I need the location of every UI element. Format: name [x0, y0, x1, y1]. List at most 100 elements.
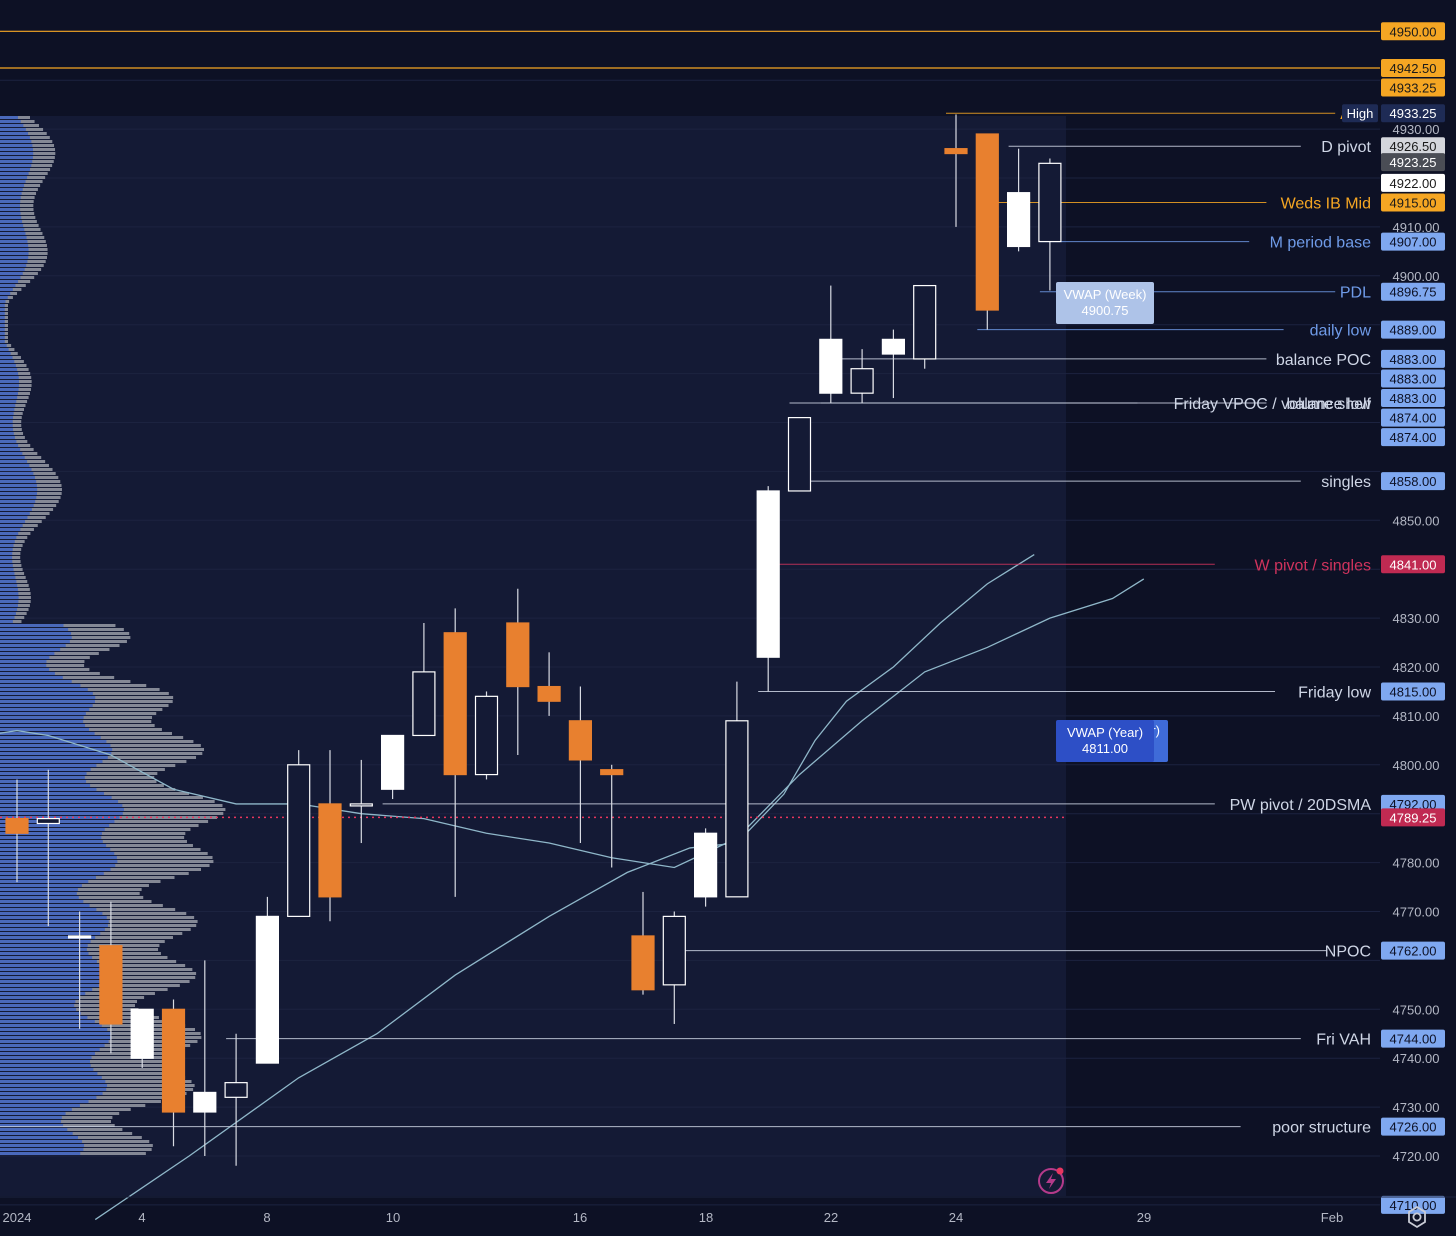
profile-bar-blue: [0, 1080, 106, 1083]
price-tag: [1381, 389, 1445, 408]
profile-bar-blue: [0, 692, 93, 695]
profile-bar-blue: [0, 404, 16, 407]
profile-bar-blue: [0, 468, 32, 471]
candle-body: [130, 1008, 154, 1059]
profile-bar-blue: [0, 476, 35, 479]
time-tick-label: 18: [699, 1210, 713, 1225]
volume-profile: [0, 116, 226, 1155]
candle[interactable]: [756, 486, 780, 692]
profile-bar-blue: [0, 444, 19, 447]
price-tag-text: 4883.00: [1390, 371, 1437, 386]
profile-bar-blue: [0, 208, 21, 211]
candle[interactable]: [1006, 148, 1031, 252]
profile-bar-blue: [0, 624, 64, 627]
candle[interactable]: [850, 349, 874, 403]
vwap-year-tag-title: VWAP (Year): [1067, 725, 1143, 740]
candle[interactable]: [130, 1008, 154, 1068]
profile-bar-blue: [0, 172, 29, 175]
candle[interactable]: [36, 769, 60, 927]
candle[interactable]: [944, 114, 968, 227]
profile-bar-blue: [0, 232, 26, 235]
profile-bar-blue: [0, 448, 21, 451]
profile-bar-blue: [0, 308, 5, 311]
candle[interactable]: [881, 329, 906, 399]
candle[interactable]: [381, 734, 405, 800]
time-axis[interactable]: 2024 4 8 10 16 18 22 24 29 Feb: [0, 1196, 1456, 1225]
candle[interactable]: [443, 608, 467, 897]
candle[interactable]: [1038, 158, 1062, 291]
profile-bar-blue: [0, 196, 21, 199]
candle-body: [5, 817, 29, 834]
candle[interactable]: [819, 285, 843, 403]
profile-bar-blue: [0, 616, 15, 619]
candle-body: [255, 915, 279, 1064]
candle[interactable]: [412, 622, 436, 737]
candle[interactable]: [568, 686, 593, 844]
profile-bar-blue: [0, 168, 31, 171]
profile-bar-blue: [0, 200, 21, 203]
level-label: singles: [1321, 474, 1371, 491]
candle[interactable]: [506, 588, 530, 756]
candle[interactable]: [224, 1033, 248, 1166]
candle-body: [819, 338, 843, 394]
profile-bar-blue: [0, 1108, 72, 1111]
candle[interactable]: [5, 779, 29, 883]
vwap-year-tag: VWAP (Year)4811.00: [1056, 720, 1154, 762]
profile-bar-blue: [0, 512, 30, 515]
level-label: W pivot / singles: [1255, 557, 1371, 574]
candle-body: [662, 915, 686, 986]
profile-bar-blue: [0, 220, 23, 223]
profile-bar-blue: [0, 284, 16, 287]
profile-bar-blue: [0, 760, 103, 763]
candle[interactable]: [913, 284, 937, 369]
profile-bar-blue: [0, 412, 14, 415]
gear-icon[interactable]: [1404, 1204, 1430, 1230]
profile-bar-blue: [0, 1016, 88, 1019]
candle[interactable]: [99, 901, 123, 1054]
profile-bar-blue: [0, 748, 113, 751]
time-tick-label: 2024: [3, 1210, 32, 1225]
candles[interactable]: [5, 114, 1062, 1166]
candle[interactable]: [725, 681, 749, 898]
candle[interactable]: [67, 911, 92, 1029]
candle[interactable]: [255, 896, 279, 1064]
candle[interactable]: [975, 133, 999, 330]
profile-bar-blue: [0, 1152, 81, 1155]
price-tag: [1381, 941, 1445, 960]
profile-bar-blue: [0, 720, 84, 723]
candle[interactable]: [631, 891, 655, 995]
price-tag-text: 4841.00: [1390, 557, 1437, 572]
price-tag: [1381, 282, 1445, 301]
profile-bar-blue: [0, 228, 25, 231]
candle[interactable]: [318, 750, 342, 922]
profile-bar-blue: [0, 580, 17, 583]
candle[interactable]: [193, 960, 217, 1156]
profile-bar-blue: [0, 980, 105, 983]
candle[interactable]: [161, 999, 186, 1147]
profile-bar-blue: [0, 420, 13, 423]
level-label: M period base: [1270, 235, 1371, 252]
candle-body: [36, 817, 60, 825]
profile-bar-blue: [0, 976, 108, 979]
profile-bar-blue: [0, 124, 24, 127]
candle[interactable]: [693, 828, 718, 907]
price-tag: [1381, 349, 1445, 368]
profile-bar-blue: [0, 948, 87, 951]
price-tick-label: 4750.00: [1393, 1002, 1440, 1017]
candle[interactable]: [662, 911, 686, 1024]
profile-bar-blue: [0, 832, 102, 835]
candle[interactable]: [474, 691, 499, 780]
profile-bar-blue: [0, 988, 93, 991]
profile-bar-blue: [0, 532, 19, 535]
candle[interactable]: [787, 417, 812, 492]
price-tag: [1381, 104, 1445, 123]
candle[interactable]: [537, 652, 561, 716]
candle[interactable]: [600, 764, 624, 868]
lightning-icon[interactable]: [1036, 1166, 1066, 1196]
candle[interactable]: [287, 750, 311, 917]
candle[interactable]: [349, 759, 373, 844]
profile-bar-blue: [0, 1132, 73, 1135]
profile-bar-blue: [0, 1092, 103, 1095]
profile-bar-blue: [0, 1140, 83, 1143]
